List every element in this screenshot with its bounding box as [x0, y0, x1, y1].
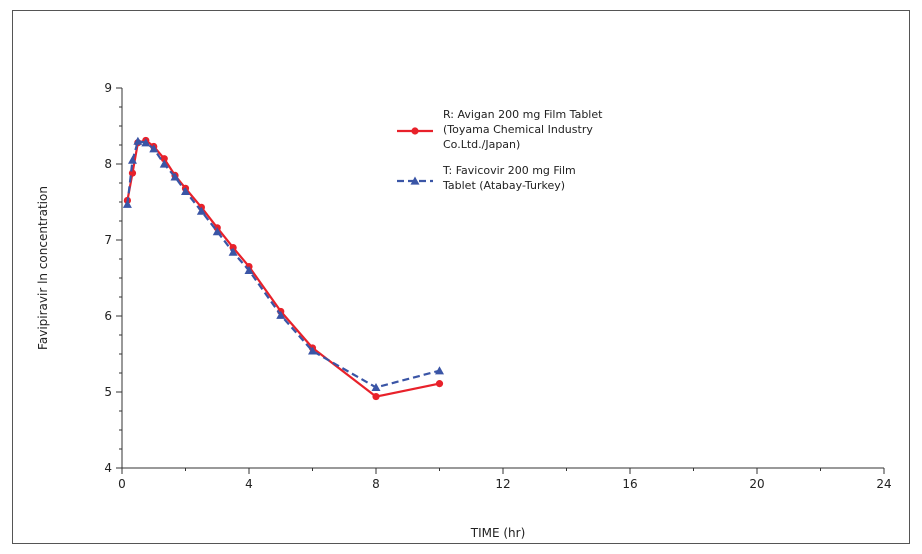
x-tick-label: 0 — [118, 477, 126, 491]
legend-entry-test: T: Favicovir 200 mg Film Tablet (Atabay-T… — [397, 164, 576, 192]
series-test — [122, 136, 444, 392]
data-point — [435, 366, 444, 375]
legend: R: Avigan 200 mg Film Tablet (Toyama Chem… — [397, 108, 603, 192]
data-point — [371, 382, 381, 392]
y-tick-label: 9 — [104, 81, 112, 95]
y-tick-label: 6 — [104, 309, 112, 323]
series-reference — [123, 136, 444, 401]
legend-label: T: Favicovir 200 mg Film — [442, 164, 576, 177]
y-tick-label: 4 — [104, 461, 112, 475]
legend-label: R: Avigan 200 mg Film Tablet — [443, 108, 603, 121]
data-point — [170, 172, 180, 181]
data-point — [244, 265, 254, 274]
y-tick-label: 5 — [104, 385, 112, 399]
legend-label: (Toyama Chemical Industry — [443, 123, 593, 136]
data-point — [372, 392, 380, 401]
data-point — [181, 186, 190, 195]
series-layer — [122, 136, 444, 401]
legend-label: Tablet (Atabay-Turkey) — [442, 179, 565, 192]
x-tick-label: 12 — [495, 477, 510, 491]
y-axis-label: Favipiravir ln concentration — [36, 186, 50, 350]
chart-frame — [12, 10, 910, 544]
y-tick-label: 7 — [104, 233, 112, 247]
data-point — [127, 155, 137, 164]
x-tick-label: 8 — [372, 477, 380, 491]
x-tick-label: 16 — [622, 477, 637, 491]
legend-marker — [411, 127, 419, 135]
data-point — [159, 159, 169, 168]
data-point — [160, 155, 168, 163]
x-tick-label: 24 — [876, 477, 891, 491]
data-point — [212, 227, 222, 236]
y-tick-label: 8 — [104, 157, 112, 171]
data-point — [308, 346, 317, 355]
data-point — [122, 199, 132, 208]
x-tick-label: 4 — [245, 477, 253, 491]
data-point — [149, 144, 159, 153]
legend-label: Co.Ltd./Japan) — [443, 138, 520, 151]
data-point — [196, 206, 206, 215]
series-line — [126, 140, 440, 389]
data-point — [141, 138, 151, 147]
data-point — [228, 247, 238, 256]
data-point — [276, 310, 286, 319]
data-point — [435, 380, 444, 388]
data-point — [133, 136, 143, 145]
x-tick-label: 20 — [749, 477, 764, 491]
legend-entry-reference: R: Avigan 200 mg Film Tablet (Toyama Chem… — [397, 108, 603, 151]
x-axis-label: TIME (hr) — [470, 526, 526, 540]
legend-marker — [410, 176, 420, 185]
